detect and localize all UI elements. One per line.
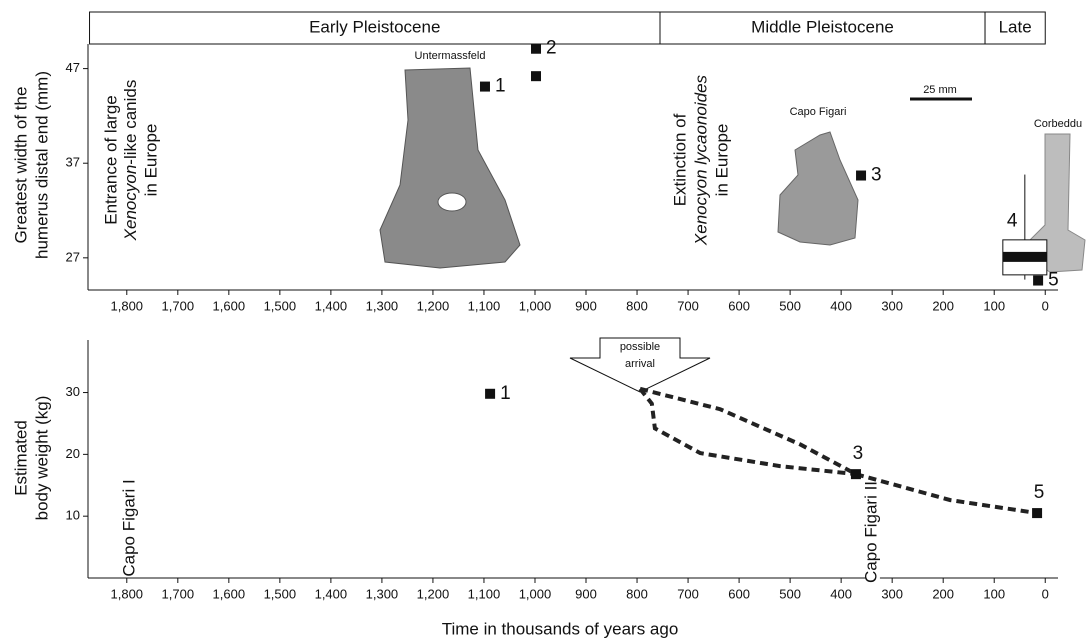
x-tick-label: 300: [881, 298, 903, 313]
x-tick-label: 1,600: [213, 298, 246, 313]
box-median: [1002, 251, 1047, 262]
bone-capo-figari: [777, 131, 859, 246]
scale-bar-label: 25 mm: [923, 84, 957, 96]
y-tick-label: 37: [66, 155, 80, 170]
x-tick-label: 1,000: [519, 586, 552, 601]
x-tick-label: 200: [932, 586, 954, 601]
point-label: 5: [1048, 270, 1059, 291]
annotation: in Europe: [141, 124, 160, 197]
x-tick-label: 600: [728, 298, 750, 313]
x-tick-label: 1,200: [417, 586, 450, 601]
data-point: [856, 170, 867, 181]
x-tick-label: 200: [932, 298, 954, 313]
x-tick-label: 1,500: [264, 586, 297, 601]
annotation: possible: [620, 341, 660, 353]
data-point: [479, 81, 490, 92]
x-tick-label: 1,400: [315, 586, 348, 601]
y-axis-title: Greatest width of the: [11, 87, 30, 244]
x-tick-label: 800: [626, 298, 648, 313]
site-label: Capo Figari: [790, 106, 847, 118]
annotation-part: Xenocyon: [121, 165, 140, 242]
annotation: in Europe: [712, 124, 731, 197]
data-point: [531, 71, 542, 82]
y-tick-label: 10: [66, 508, 80, 523]
trend-line: [639, 386, 857, 476]
annotation: Xenocyon lycaonoides: [691, 74, 710, 246]
annotation: Entrance of large: [101, 95, 120, 224]
x-tick-label: 1,500: [264, 298, 297, 313]
period-box: [984, 11, 1046, 45]
x-tick-label: 1,300: [366, 298, 399, 313]
x-axis-title: Time in thousands of years ago: [442, 619, 679, 638]
x-tick-label: 1,800: [111, 586, 144, 601]
x-tick-label: 1,300: [366, 586, 399, 601]
x-tick-label: 1,100: [468, 298, 501, 313]
x-tick-label: 700: [677, 298, 699, 313]
annotation-part: -like canids: [121, 80, 140, 165]
point-label: 1: [495, 76, 506, 97]
x-tick-label: 900: [575, 298, 597, 313]
annotation: arrival: [625, 358, 655, 370]
period-label: Middle Pleistocene: [751, 17, 894, 36]
y-axis-title: humerus distal end (mm): [32, 71, 51, 259]
x-tick-label: 400: [830, 298, 852, 313]
y-tick-label: 47: [66, 60, 80, 75]
x-tick-label: 400: [830, 586, 852, 601]
x-tick-label: 1,400: [315, 298, 348, 313]
x-tick-label: 1,700: [162, 298, 195, 313]
annotation: Xenocyon-like canids: [121, 80, 140, 242]
x-tick-label: 500: [779, 586, 801, 601]
x-tick-label: 700: [677, 586, 699, 601]
x-tick-label: 100: [983, 586, 1005, 601]
x-tick-label: 800: [626, 586, 648, 601]
data-point: [1032, 508, 1043, 519]
x-tick-label: 100: [983, 298, 1005, 313]
point-label: 3: [853, 443, 864, 464]
data-point: [485, 388, 496, 399]
bone-corbeddu: [1029, 133, 1086, 273]
period-box: [89, 11, 661, 45]
annotation: Capo Figari I: [119, 479, 138, 576]
x-tick-label: 1,600: [213, 586, 246, 601]
x-tick-label: 500: [779, 298, 801, 313]
x-tick-label: 1,800: [111, 298, 144, 313]
x-tick-label: 300: [881, 586, 903, 601]
point-label: 3: [871, 165, 882, 186]
bone-untermassfeld: [379, 67, 521, 269]
trend-line: [855, 472, 1038, 516]
y-tick-label: 27: [66, 249, 80, 264]
annotation: Extinction of: [670, 113, 689, 206]
box-label: 4: [1007, 211, 1018, 232]
annotation: Capo Figari II: [861, 481, 880, 583]
data-point: [850, 469, 861, 480]
x-tick-label: 1,700: [162, 586, 195, 601]
point-label: 5: [1034, 482, 1045, 503]
x-tick-label: 0: [1042, 298, 1049, 313]
x-tick-label: 600: [728, 586, 750, 601]
arrival-arrow: [569, 337, 711, 393]
data-point: [1033, 275, 1044, 286]
trend-line: [638, 387, 857, 477]
y-axis-title: body weight (kg): [32, 396, 51, 521]
y-axis-title: Estimated: [11, 420, 30, 496]
x-tick-label: 1,000: [519, 298, 552, 313]
site-label: Untermassfeld: [415, 50, 486, 62]
data-point: [531, 43, 542, 54]
y-tick-label: 20: [66, 446, 80, 461]
x-tick-label: 0: [1042, 586, 1049, 601]
point-label: 2: [546, 38, 557, 59]
x-tick-label: 1,100: [468, 586, 501, 601]
period-box: [659, 11, 986, 45]
point-label: 1: [500, 383, 511, 404]
site-label: Corbeddu: [1034, 118, 1082, 130]
x-tick-label: 900: [575, 586, 597, 601]
x-tick-label: 1,200: [417, 298, 450, 313]
period-label: Early Pleistocene: [309, 17, 440, 36]
y-tick-label: 30: [66, 384, 80, 399]
period-label: Late: [999, 17, 1032, 36]
